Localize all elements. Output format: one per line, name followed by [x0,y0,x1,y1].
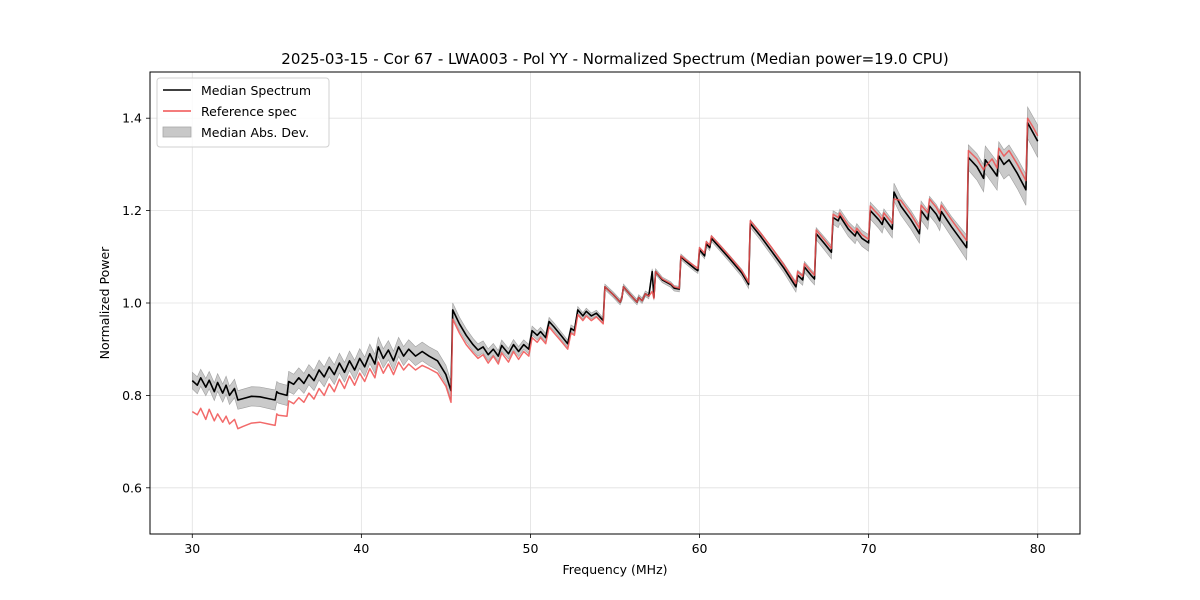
legend-label-median: Median Spectrum [201,83,311,98]
y-tick-label: 0.6 [122,480,142,495]
mad-band-group [192,106,1038,411]
y-tick-label: 1.0 [122,296,142,311]
legend: Median Spectrum Reference spec Median Ab… [156,77,330,148]
legend-label-reference: Reference spec [201,104,297,119]
chart-title: 2025-03-15 - Cor 67 - LWA003 - Pol YY - … [281,50,948,68]
legend-frame [156,77,330,148]
x-axis-label: Frequency (MHz) [562,562,667,577]
x-axis: 30 40 50 60 70 80 [184,534,1046,556]
legend-swatch-mad [162,126,192,138]
x-tick-label: 70 [861,541,877,556]
y-tick-label: 1.2 [122,203,142,218]
reference-spectrum-line [191,117,1039,430]
y-axis-label: Normalized Power [97,246,112,360]
mad-band [192,106,1038,411]
x-tick-label: 50 [523,541,539,556]
x-tick-label: 60 [692,541,708,556]
x-tick-label: 40 [353,541,369,556]
legend-label-mad: Median Abs. Dev. [201,125,309,140]
x-tick-label: 80 [1030,541,1046,556]
y-tick-label: 1.4 [122,111,142,126]
y-axis: 0.6 0.8 1.0 1.2 1.4 [122,111,150,495]
x-tick-label: 30 [184,541,200,556]
y-tick-label: 0.8 [122,388,142,403]
series-lines-group [191,117,1039,430]
